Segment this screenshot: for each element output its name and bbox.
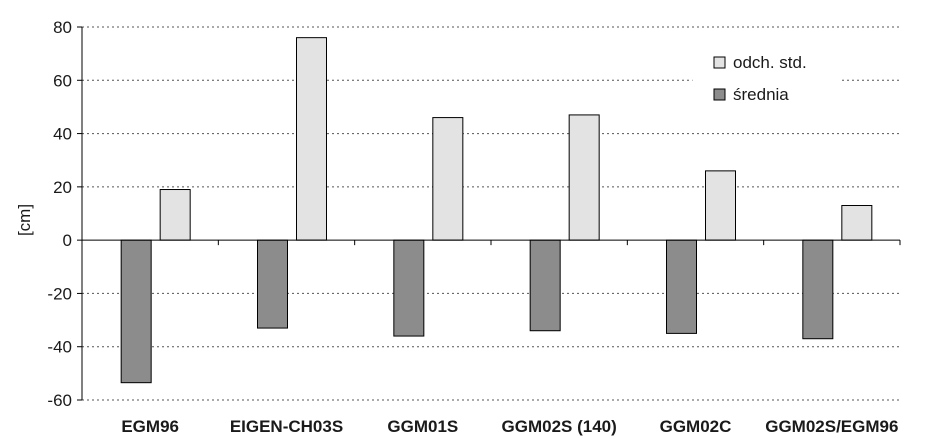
x-category-label: EIGEN-CH03S — [230, 417, 343, 436]
legend-box — [692, 39, 840, 119]
x-category-label: GGM02S/EGM96 — [765, 417, 898, 436]
x-category-label: GGM02C — [660, 417, 732, 436]
legend-label-std: odch. std. — [733, 53, 807, 72]
bar-std — [296, 37, 327, 241]
x-category-labels: EGM96 EIGEN-CH03S GGM01S GGM02S (140) GGM02C… — [121, 417, 898, 436]
y-tick-label: -60 — [47, 391, 72, 410]
x-category-label: GGM02S (140) — [502, 417, 617, 436]
y-tick-label: 20 — [53, 178, 72, 197]
legend-label-mean: średnia — [733, 85, 789, 104]
bars — [120, 37, 873, 384]
bar-std — [568, 114, 600, 241]
y-tick-label: 40 — [53, 125, 72, 144]
legend: odch. std. średnia — [692, 39, 840, 119]
bar-std — [841, 205, 873, 241]
bar-mean — [393, 239, 425, 337]
legend-swatch-std — [713, 56, 726, 69]
legend-swatch-mean — [713, 88, 726, 101]
bar-mean — [120, 239, 152, 384]
y-tick-label: -20 — [47, 284, 72, 303]
y-axis-label: [cm] — [15, 204, 34, 236]
y-tick-label: 0 — [63, 231, 72, 250]
bar-std — [705, 170, 736, 241]
y-tick-labels: 80 60 40 20 0 -20 -40 -60 — [47, 18, 72, 410]
x-category-label: EGM96 — [121, 417, 179, 436]
bar-std — [159, 189, 191, 241]
bar-mean — [802, 239, 834, 340]
bar-std — [432, 117, 464, 241]
axes — [77, 26, 901, 401]
y-tick-label: 80 — [53, 18, 72, 37]
x-category-label: GGM01S — [387, 417, 458, 436]
y-tick-label: -40 — [47, 338, 72, 357]
bar-mean — [529, 239, 561, 332]
bar-mean — [666, 239, 697, 334]
y-tick-label: 60 — [53, 71, 72, 90]
bar-mean — [257, 239, 288, 329]
